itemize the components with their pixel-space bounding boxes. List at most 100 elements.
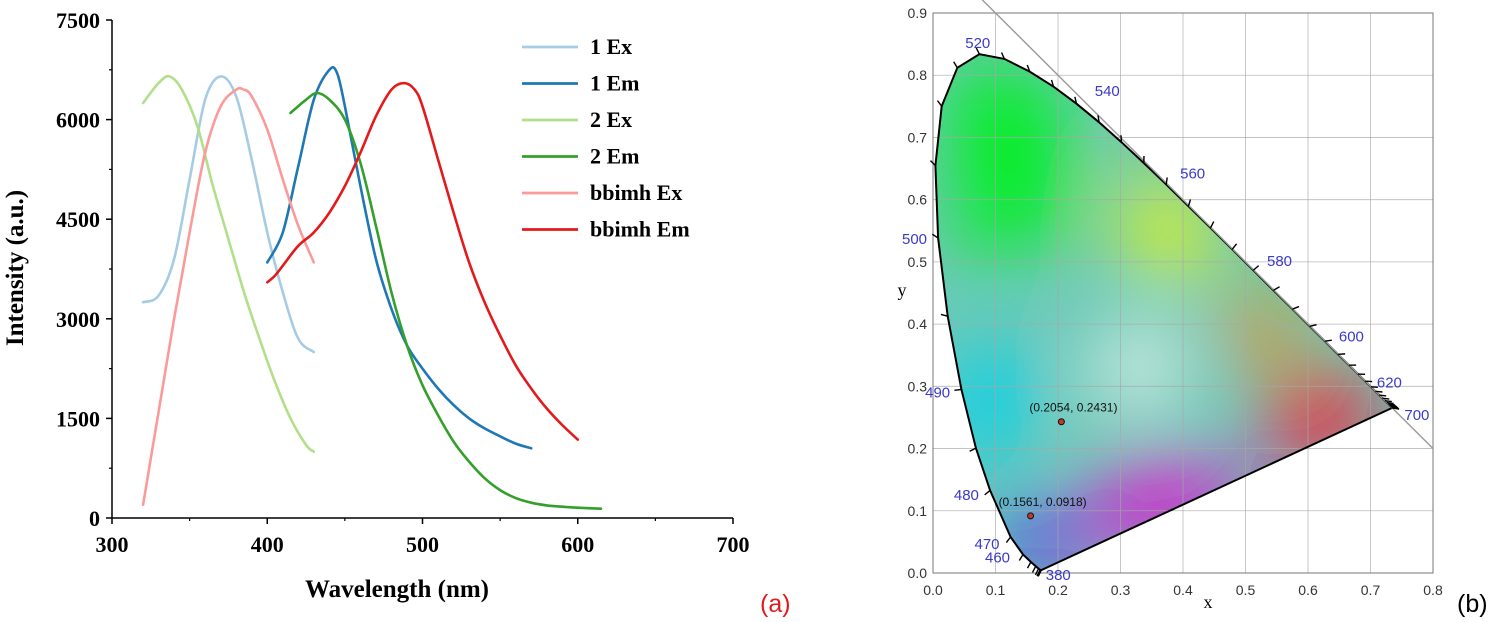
legend-label-3: 2 Em: [590, 144, 640, 169]
y-tick-label: 0.3: [908, 378, 928, 394]
locus-tick: [1165, 177, 1168, 185]
axes: [106, 19, 734, 524]
wavelength-label-580: 580: [1267, 253, 1292, 270]
locus-tick: [1097, 115, 1100, 123]
x-tick-label: 0.3: [1111, 582, 1131, 598]
locus-tick: [1392, 407, 1400, 410]
locus-tick: [1370, 386, 1378, 389]
locus-tick: [984, 489, 991, 496]
cie-point-label-0: (0.2054, 0.2431): [1029, 401, 1117, 415]
wavelength-label-480: 480: [954, 487, 979, 504]
series-line-2: [141, 74, 316, 453]
locus-tick: [1050, 79, 1055, 87]
locus-tick: [969, 447, 977, 452]
wavelength-label-600: 600: [1339, 329, 1364, 346]
plot-border: [932, 12, 1434, 574]
locus-tick: [1018, 554, 1024, 561]
locus-tick: [1034, 568, 1040, 576]
locus-tick: [1379, 394, 1387, 397]
y-tick-label: 3000: [56, 307, 100, 332]
locus-tick: [929, 160, 936, 167]
locus-tick: [1292, 305, 1300, 310]
locus-tick: [1209, 221, 1215, 229]
yellow-region: [1120, 162, 1221, 287]
locus-tick: [1187, 199, 1192, 207]
y-axis-title: y: [898, 280, 907, 300]
y-tick-label: 0.8: [908, 67, 928, 83]
wavelength-label-500: 500: [902, 231, 927, 248]
panel-a-label: (a): [760, 590, 791, 618]
y-tick-label: 0.7: [908, 129, 928, 145]
locus-tick: [936, 100, 943, 107]
locus-tick: [1005, 536, 1012, 544]
y-tick-label: 0.0: [908, 565, 928, 581]
series-lines: [141, 66, 603, 510]
wavelength-label-520: 520: [965, 35, 990, 52]
y-tick-label: 0.2: [908, 441, 928, 457]
y-axis-title: Intensity (a.u.): [2, 190, 29, 346]
series-line-4: [141, 86, 316, 506]
x-tick-label: 500: [406, 532, 439, 557]
locus-tick: [1384, 399, 1392, 403]
legend-label-4: bbimh Ex: [590, 180, 682, 205]
x-tick-label: 0.5: [1236, 582, 1256, 598]
locus-tick: [1120, 135, 1123, 143]
wavelength-label-470: 470: [975, 536, 1000, 553]
axis-tick-labels: 0.0 0.1 0.2 0.3 0.4 0.5 0.6 0.7 0.8 0.0 0.1 0.2 0.3 0…: [908, 5, 1443, 598]
spectra-chart: 300 400 500 600 700 0 1500 3000 4500 6000 7500 Int…: [2, 8, 750, 603]
locus-tick: [1386, 401, 1394, 405]
locus-tick: [1382, 397, 1390, 400]
x-tick-label: 0.8: [1423, 582, 1443, 598]
locus-tick: [1252, 265, 1260, 271]
locus-tick: [1026, 561, 1032, 569]
legend-label-0: 1 Ex: [590, 34, 632, 59]
series-line-3: [289, 91, 603, 510]
locus-tick: [1375, 390, 1383, 393]
x-axis-title: Wavelength (nm): [305, 576, 489, 603]
locus-ticks: [929, 47, 1400, 577]
series-line-0: [141, 75, 316, 354]
y-tick-label: 7500: [56, 8, 100, 33]
wavelength-label-380: 380: [1046, 567, 1071, 584]
x-tick-label: 400: [251, 532, 284, 557]
locus-tick: [953, 61, 958, 69]
cie-point-0: [1057, 418, 1065, 426]
cie-point-1: [1027, 512, 1035, 520]
x-tick-label: 0.4: [1173, 582, 1193, 598]
locus-tick: [1309, 323, 1317, 327]
locus-tick: [1031, 565, 1037, 573]
y-tick-label: 4500: [56, 207, 100, 232]
x-tick-label: 0.0: [923, 582, 943, 598]
x-tick-label: 300: [96, 532, 129, 557]
gamut-fill: [935, 54, 1393, 570]
wavelength-label-560: 560: [1180, 166, 1205, 183]
cie-point-label-1: (0.1561, 0.0918): [999, 495, 1087, 509]
y-tick-label: 0.4: [908, 316, 928, 332]
orange-region: [1220, 286, 1308, 374]
locus-tick: [1036, 569, 1041, 577]
series-line-5: [266, 81, 580, 441]
white-point: [1099, 327, 1180, 408]
x-tick-label: 0.7: [1361, 582, 1381, 598]
x-tick-label: 0.1: [986, 582, 1006, 598]
wavelength-label-700: 700: [1404, 407, 1429, 424]
y-tick-label: 0.9: [908, 5, 928, 21]
locus-tick: [1074, 96, 1078, 104]
red-region: [1258, 367, 1393, 474]
locus-tick: [1273, 286, 1280, 291]
x-tick-label: 600: [561, 532, 594, 557]
locus-tick: [975, 47, 981, 55]
locus-tick: [1324, 339, 1332, 342]
locus-tick: [1037, 569, 1042, 577]
y-tick-label: 0: [89, 506, 100, 531]
locus-tick: [1388, 403, 1396, 406]
legend-label-2: 2 Ex: [590, 107, 632, 132]
wavelength-label-620: 620: [1377, 374, 1402, 391]
cie-points: (0.2054, 0.2431) (0.1561, 0.0918): [999, 401, 1117, 520]
locus-tick: [940, 313, 948, 317]
x-axis-title: x: [1204, 592, 1213, 612]
legend: 1 Ex 1 Em 2 Ex 2 Em bbimh Ex bbimh Em: [522, 34, 690, 242]
x-tick-label: 0.6: [1298, 582, 1318, 598]
y-tick-label: 0.1: [908, 503, 928, 519]
